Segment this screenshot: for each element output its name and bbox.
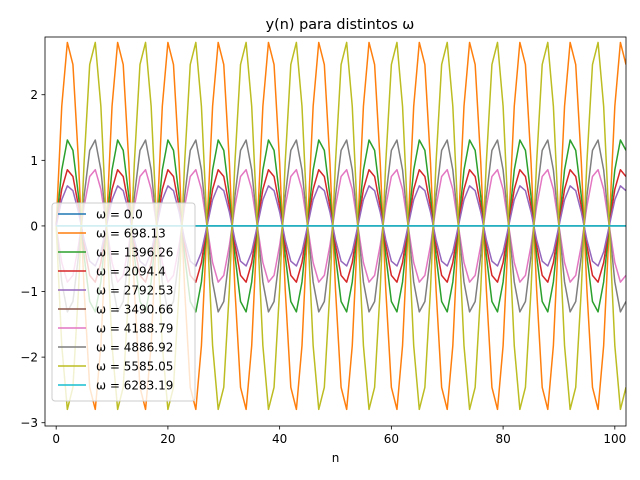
legend-label-4: ω = 2792.53 (96, 284, 173, 298)
y-tick-label: 2 (30, 88, 38, 102)
legend-label-3: ω = 2094.4 (96, 265, 166, 279)
legend-label-2: ω = 1396.26 (96, 246, 173, 260)
x-axis: 0 20 40 60 80 100 (52, 426, 626, 446)
y-tick-label: 1 (30, 154, 38, 168)
legend-label-7: ω = 4886.92 (96, 341, 173, 355)
x-tick-label: 100 (603, 432, 626, 446)
x-tick-label: 60 (384, 432, 399, 446)
legend-box (51, 202, 196, 402)
x-tick-label: 0 (52, 432, 60, 446)
x-tick-label: 80 (495, 432, 510, 446)
plot-frame (44, 36, 627, 427)
legend: ω = 0.0 ω = 698.13 ω = 1396.26 ω = 2094.4 ω … (51, 202, 196, 402)
series-line-8 (55, 41, 626, 411)
x-axis-label: n (332, 451, 340, 465)
legend-label-6: ω = 4188.79 (96, 322, 173, 336)
x-tick-label: 40 (272, 432, 287, 446)
legend-label-5: ω = 3490.66 (96, 303, 173, 317)
series-line-6 (55, 168, 626, 283)
y-tick-label: −2 (20, 351, 38, 365)
y-tick-label: 0 (30, 219, 38, 233)
legend-label-0: ω = 0.0 (96, 208, 143, 222)
y-tick-label: −3 (20, 416, 38, 430)
series-line-7 (55, 139, 626, 313)
y-axis: −3 −2 −1 0 1 2 (20, 88, 45, 430)
x-tick-label: 20 (160, 432, 175, 446)
y-tick-label: −1 (20, 285, 38, 299)
legend-label-9: ω = 6283.19 (96, 379, 173, 393)
chart-title: y(n) para distintos ω (266, 17, 415, 33)
legend-label-1: ω = 698.13 (96, 227, 166, 241)
legend-label-8: ω = 5585.05 (96, 360, 173, 374)
